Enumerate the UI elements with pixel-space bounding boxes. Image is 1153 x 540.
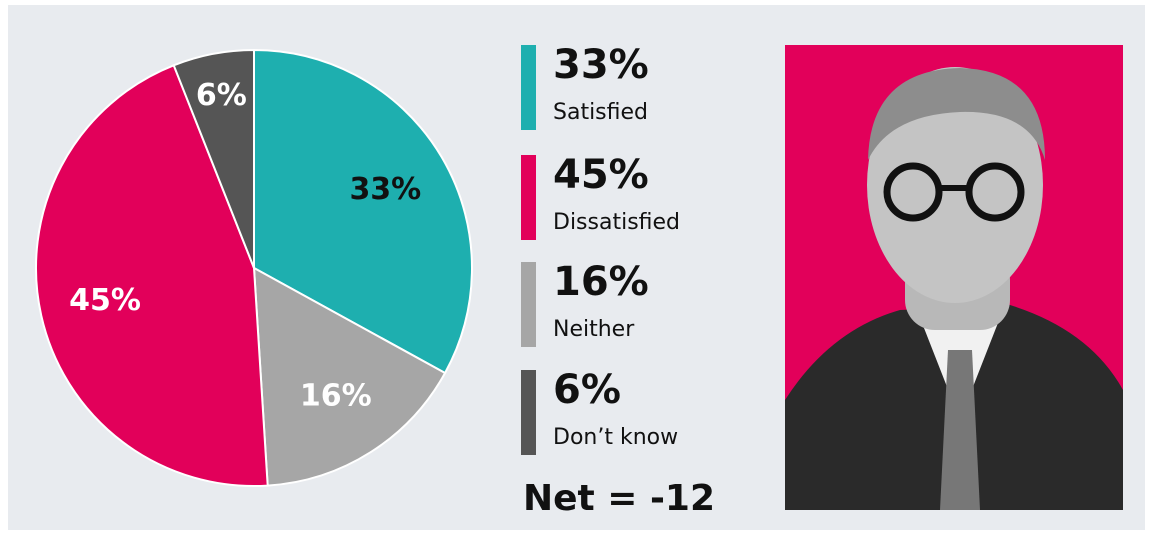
legend-label: Dissatisfied [553, 210, 680, 235]
net-note: Net = -12 [523, 478, 715, 519]
legend-label: Don’t know [553, 425, 678, 450]
pie-slice [172, 48, 255, 269]
legend-swatch [521, 155, 536, 240]
legend-value: 16% [553, 259, 649, 305]
slice-label: 45% [69, 283, 141, 318]
pie-slice [252, 266, 447, 487]
legend-label: Neither [553, 317, 635, 342]
slice-label: 16% [300, 378, 372, 413]
slice-label: 6% [196, 78, 247, 113]
pie-slice [253, 48, 473, 375]
legend-value: 6% [553, 367, 621, 413]
legend-value: 33% [553, 42, 649, 88]
pie-slice [35, 64, 269, 487]
photo [785, 45, 1123, 510]
slice-label: 33% [349, 172, 421, 207]
legend-swatch [521, 45, 536, 130]
legend-swatch [521, 262, 536, 347]
legend-value: 45% [553, 152, 649, 198]
legend-label: Satisfied [553, 100, 648, 125]
legend-swatch [521, 370, 536, 455]
